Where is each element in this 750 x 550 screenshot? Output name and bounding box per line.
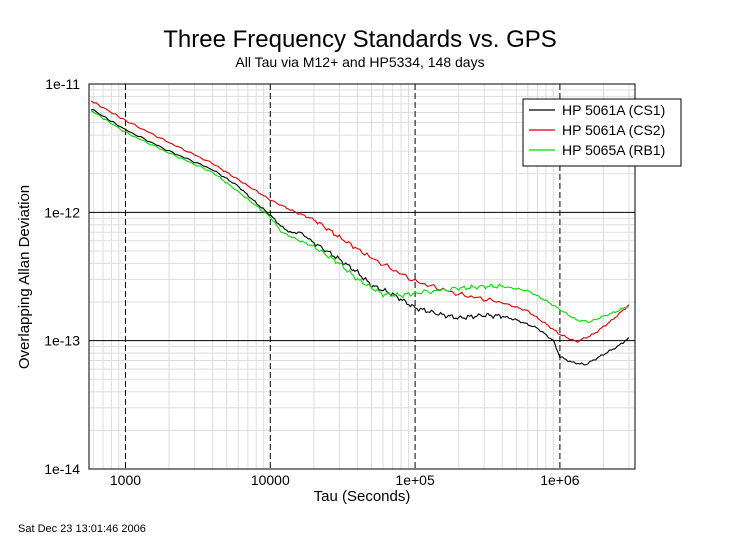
x-tick-label: 1e+05 — [395, 472, 435, 488]
y-tick-label: 1e-12 — [44, 204, 80, 220]
x-axis-label: Tau (Seconds) — [314, 488, 411, 505]
legend: HP 5061A (CS1) HP 5061A (CS2) HP 5065A (RB… — [522, 98, 682, 167]
y-tick-label: 1e-14 — [44, 461, 80, 477]
plot-frame — [88, 83, 636, 470]
y-axis-label: Overlapping Allan Deviation — [16, 185, 33, 369]
series-line-3 — [90, 110, 630, 324]
x-tick-labels: 1000 10000 1e+05 1e+06 — [110, 472, 580, 488]
x-tick-label: 1e+06 — [540, 472, 580, 488]
timestamp-footer: Sat Dec 23 13:01:46 2006 — [18, 523, 146, 535]
x-tick-label: 1000 — [110, 472, 141, 488]
y-tick-label: 1e-13 — [44, 333, 80, 349]
minor-grid — [89, 84, 635, 469]
y-tick-label: 1e-11 — [45, 76, 80, 92]
chart-subtitle: All Tau via M12+ and HP5334, 148 days — [235, 54, 484, 70]
y-tick-labels: 1e-14 1e-13 1e-12 1e-11 — [44, 76, 80, 477]
series-layer — [90, 100, 630, 366]
x-tick-label: 10000 — [251, 472, 290, 488]
series-line-2 — [90, 100, 630, 343]
series-line-1 — [91, 109, 629, 366]
legend-label-3: HP 5065A (RB1) — [562, 142, 665, 158]
chart-title: Three Frequency Standards vs. GPS — [163, 26, 557, 53]
legend-label-1: HP 5061A (CS1) — [562, 102, 665, 118]
legend-label-2: HP 5061A (CS2) — [562, 122, 665, 138]
